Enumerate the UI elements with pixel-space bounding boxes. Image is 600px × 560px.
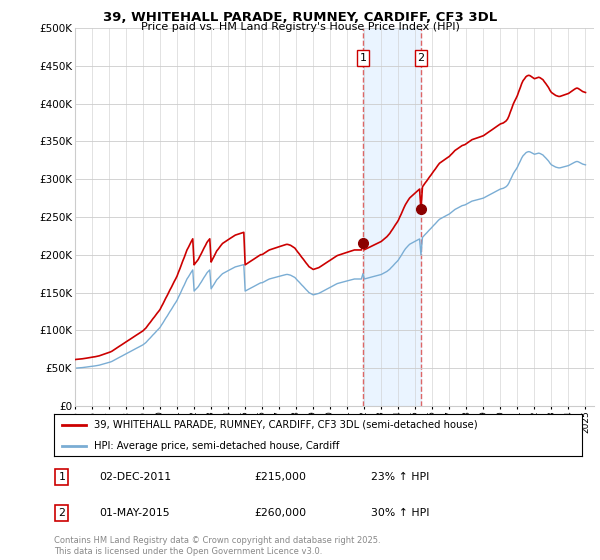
Text: Price paid vs. HM Land Registry's House Price Index (HPI): Price paid vs. HM Land Registry's House … [140, 22, 460, 32]
Text: 1: 1 [359, 53, 367, 63]
Text: £260,000: £260,000 [254, 508, 307, 518]
Text: 2: 2 [418, 53, 425, 63]
Text: 39, WHITEHALL PARADE, RUMNEY, CARDIFF, CF3 3DL: 39, WHITEHALL PARADE, RUMNEY, CARDIFF, C… [103, 11, 497, 24]
Text: 39, WHITEHALL PARADE, RUMNEY, CARDIFF, CF3 3DL (semi-detached house): 39, WHITEHALL PARADE, RUMNEY, CARDIFF, C… [94, 420, 477, 430]
Text: 1: 1 [58, 472, 65, 482]
Bar [363, 28, 421, 406]
Text: 01-MAY-2015: 01-MAY-2015 [99, 508, 170, 518]
Text: 23% ↑ HPI: 23% ↑ HPI [371, 472, 429, 482]
Text: HPI: Average price, semi-detached house, Cardiff: HPI: Average price, semi-detached house,… [94, 441, 339, 451]
Text: Contains HM Land Registry data © Crown copyright and database right 2025.
This d: Contains HM Land Registry data © Crown c… [54, 536, 380, 556]
Text: 30% ↑ HPI: 30% ↑ HPI [371, 508, 430, 518]
Text: £215,000: £215,000 [254, 472, 307, 482]
Text: 2: 2 [58, 508, 65, 518]
Text: 02-DEC-2011: 02-DEC-2011 [99, 472, 171, 482]
